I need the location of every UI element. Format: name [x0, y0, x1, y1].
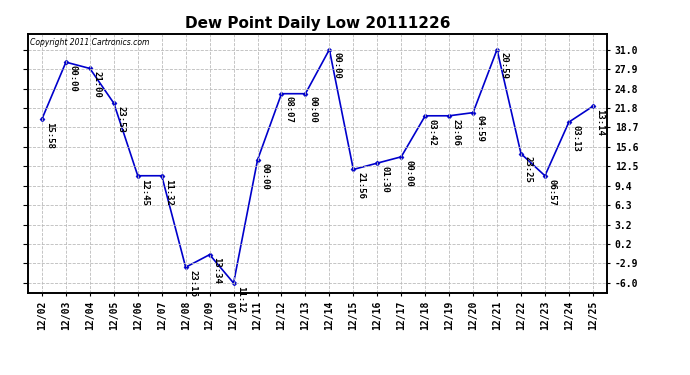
Text: 04:59: 04:59: [476, 116, 485, 142]
Text: Copyright 2011 Cartronics.com: Copyright 2011 Cartronics.com: [30, 38, 150, 46]
Text: 21:00: 21:00: [92, 71, 101, 98]
Text: 00:00: 00:00: [308, 96, 317, 123]
Text: 20:59: 20:59: [500, 52, 509, 79]
Text: 00:00: 00:00: [404, 160, 413, 186]
Text: 03:13: 03:13: [571, 125, 581, 152]
Text: 12:45: 12:45: [141, 178, 150, 206]
Text: 23:25: 23:25: [524, 156, 533, 183]
Text: 00:00: 00:00: [332, 52, 341, 79]
Text: 23:16: 23:16: [188, 270, 197, 297]
Text: 00:00: 00:00: [69, 65, 78, 92]
Text: 00:00: 00:00: [260, 163, 269, 190]
Text: 21:56: 21:56: [356, 172, 365, 199]
Text: 11:12: 11:12: [237, 286, 246, 313]
Text: 08:07: 08:07: [284, 96, 293, 123]
Text: 03:42: 03:42: [428, 118, 437, 146]
Text: 23:53: 23:53: [117, 106, 126, 133]
Title: Dew Point Daily Low 20111226: Dew Point Daily Low 20111226: [185, 16, 450, 31]
Text: 15:58: 15:58: [45, 122, 54, 148]
Text: 23:06: 23:06: [452, 118, 461, 146]
Text: 11:32: 11:32: [164, 178, 173, 206]
Text: 06:57: 06:57: [548, 178, 557, 206]
Text: 13:34: 13:34: [213, 257, 221, 284]
Text: 01:30: 01:30: [380, 166, 389, 193]
Text: 13:14: 13:14: [595, 109, 604, 136]
